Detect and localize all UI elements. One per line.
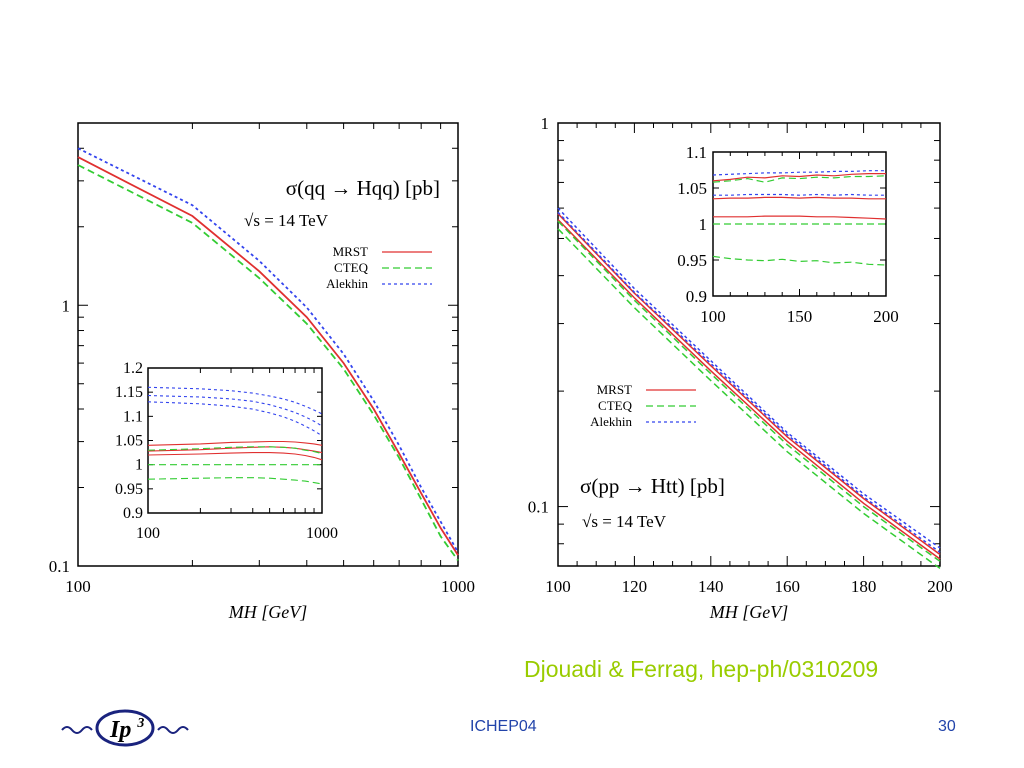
left-legend-label-alekhin: Alekhin — [326, 276, 368, 291]
right-legend-label-mrst: MRST — [597, 382, 632, 397]
right-inset-xtick-label-1: 150 — [787, 307, 813, 326]
right-xtick-label-3: 160 — [774, 577, 800, 596]
left-inset-ytick-label-0: 1.2 — [123, 360, 143, 377]
page-number: 30 — [938, 718, 956, 735]
right-series-mrst-1 — [557, 219, 941, 560]
logo-superscript: 3 — [136, 716, 144, 731]
right-xtick-label-0: 100 — [545, 577, 571, 596]
right-xtick-label-5: 200 — [927, 577, 953, 596]
right-inset-series-cteq-5 — [712, 255, 887, 266]
left-x-axis-label: MH [GeV] — [228, 602, 308, 622]
right-inset-ytick-label-2: 1 — [699, 215, 708, 234]
right-inset-xtick-label-2: 200 — [873, 307, 899, 326]
svg-text:Ip 3: Ip 3 — [109, 716, 144, 743]
left-inset-series-mrst-2 — [147, 452, 323, 461]
left-series-alekhin-2 — [77, 147, 459, 553]
left-inset-ytick-label-4: 1 — [135, 457, 143, 474]
right-inset-series-alekhin-6 — [712, 170, 886, 176]
right-inset-ytick-label-0: 1.1 — [686, 143, 707, 162]
left-xtick-label-0: 100 — [65, 577, 91, 596]
left-series-mrst-0 — [77, 156, 459, 556]
left-inset-series-alekhin-7 — [147, 394, 323, 427]
right-inset-ytick-label-3: 0.95 — [677, 251, 707, 270]
left-inset-ytick-label-6: 0.9 — [123, 505, 143, 522]
charts-canvas: 100 1000 0.1 1 MH [GeV] σ(qq → Hqq) [pb] √s = … — [49, 114, 953, 622]
left-inset-bg — [148, 368, 322, 513]
right-legend-label-cteq: CTEQ — [598, 398, 633, 413]
left-inset-ytick-label-3: 1.05 — [115, 433, 143, 450]
footer-conference: ICHEP04 — [470, 718, 537, 735]
left-xtick-label-1: 1000 — [441, 577, 475, 596]
left-legend-label-cteq: CTEQ — [334, 260, 369, 275]
left-ytick-label-1: 1 — [62, 296, 71, 315]
citation-text: Djouadi & Ferrag, hep-ph/0310209 — [524, 656, 879, 682]
logo-wave-left — [61, 726, 93, 734]
right-inset-series-mrst-2 — [713, 215, 887, 220]
left-inset-series-cteq-5 — [147, 477, 323, 485]
left-chart-title: σ(qq → Hqq) [pb] — [286, 176, 440, 200]
left-inset-ytick-label-1: 1.15 — [115, 384, 143, 401]
right-inset-xtick-label-0: 100 — [700, 307, 726, 326]
logo-oval — [95, 709, 155, 747]
left-inset-series-mrst-0 — [147, 440, 323, 446]
right-series-cteq-3 — [557, 220, 941, 562]
right-inset-series-alekhin-7 — [713, 193, 886, 196]
right-inset-ytick-label-4: 0.9 — [686, 287, 707, 306]
left-inset-series-alekhin-6 — [147, 386, 323, 415]
logo-text: Ip — [109, 717, 131, 743]
right-x-axis-label: MH [GeV] — [709, 602, 789, 622]
right-ytick-label-0: 0.1 — [528, 498, 549, 517]
right-series-alekhin-5 — [557, 211, 941, 553]
right-ytick-label-1: 1 — [541, 114, 550, 133]
right-inset-series-mrst-0 — [712, 173, 886, 182]
left-chart-subtitle: √s = 14 TeV — [244, 211, 329, 230]
right-series-cteq-2 — [557, 228, 941, 570]
right-xtick-label-1: 120 — [622, 577, 648, 596]
left-series-cteq-1 — [77, 164, 459, 562]
right-xtick-label-4: 180 — [851, 577, 877, 596]
right-inset-series-cteq-3 — [712, 175, 887, 183]
left-inset-series-cteq-3 — [147, 446, 323, 455]
right-legend-label-alekhin: Alekhin — [590, 414, 632, 429]
logo-wave-right — [157, 726, 189, 734]
left-plot-frame — [77, 122, 459, 567]
right-chart-title: σ(pp → Htt) [pb] — [580, 474, 725, 498]
left-ytick-label-0: 0.1 — [49, 557, 70, 576]
left-inset-xtick-label-1: 1000 — [306, 525, 338, 542]
right-inset-ytick-label-1: 1.05 — [677, 179, 707, 198]
left-inset-ytick-label-5: 0.95 — [115, 481, 143, 498]
left-inset-xtick-label-0: 100 — [136, 525, 160, 542]
left-inset-series-mrst-1 — [147, 446, 323, 454]
left-inset-series-alekhin-8 — [147, 401, 323, 437]
right-inset-series-mrst-1 — [712, 196, 886, 200]
ip3-logo: Ip 3 — [61, 709, 189, 747]
left-legend-label-mrst: MRST — [333, 244, 368, 259]
right-xtick-label-2: 140 — [698, 577, 724, 596]
right-chart-subtitle: √s = 14 TeV — [582, 512, 667, 531]
right-series-alekhin-4 — [557, 207, 941, 549]
left-inset-ytick-label-2: 1.1 — [123, 408, 143, 425]
